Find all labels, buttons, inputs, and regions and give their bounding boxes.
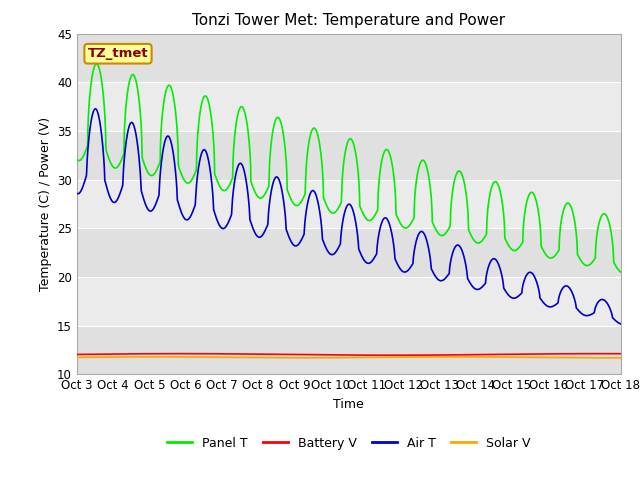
Line: Solar V: Solar V bbox=[77, 357, 621, 358]
Battery V bbox=[569, 351, 577, 357]
Solar V bbox=[617, 355, 625, 360]
Air T bbox=[376, 224, 384, 230]
Line: Panel T: Panel T bbox=[77, 64, 621, 272]
Legend: Panel T, Battery V, Air T, Solar V: Panel T, Battery V, Air T, Solar V bbox=[163, 432, 535, 455]
Solar V bbox=[449, 354, 457, 360]
Panel T bbox=[507, 246, 515, 252]
Air T bbox=[584, 312, 592, 318]
Panel T bbox=[584, 263, 592, 268]
Text: TZ_tmet: TZ_tmet bbox=[88, 47, 148, 60]
Bar bbox=[77, 228, 621, 277]
Panel T bbox=[225, 183, 232, 189]
Battery V bbox=[595, 351, 602, 357]
Solar V bbox=[508, 354, 515, 360]
Panel T bbox=[376, 166, 384, 172]
Solar V bbox=[73, 354, 81, 360]
Air T bbox=[365, 261, 372, 266]
Bar bbox=[77, 131, 621, 180]
Solar V bbox=[225, 355, 232, 360]
Panel T bbox=[73, 156, 81, 162]
Bar bbox=[77, 180, 621, 228]
Y-axis label: Temperature (C) / Power (V): Temperature (C) / Power (V) bbox=[38, 117, 51, 291]
Panel T bbox=[93, 61, 100, 67]
Solar V bbox=[376, 354, 384, 360]
Line: Battery V: Battery V bbox=[77, 354, 621, 355]
Air T bbox=[507, 294, 515, 300]
Battery V bbox=[365, 352, 372, 358]
Bar bbox=[77, 82, 621, 131]
Bar bbox=[77, 34, 621, 82]
Battery V bbox=[507, 351, 515, 357]
Bar bbox=[77, 326, 621, 374]
Battery V bbox=[376, 352, 384, 358]
Air T bbox=[92, 106, 99, 112]
Battery V bbox=[73, 351, 81, 357]
Air T bbox=[73, 191, 81, 196]
X-axis label: Time: Time bbox=[333, 398, 364, 411]
Title: Tonzi Tower Met: Temperature and Power: Tonzi Tower Met: Temperature and Power bbox=[192, 13, 506, 28]
Air T bbox=[617, 321, 625, 327]
Battery V bbox=[225, 351, 232, 357]
Bar bbox=[77, 277, 621, 326]
Panel T bbox=[617, 269, 625, 275]
Line: Air T: Air T bbox=[77, 109, 621, 324]
Panel T bbox=[569, 210, 577, 216]
Air T bbox=[225, 218, 232, 224]
Panel T bbox=[365, 217, 372, 223]
Solar V bbox=[365, 355, 372, 360]
Air T bbox=[569, 291, 577, 297]
Battery V bbox=[584, 351, 592, 357]
Solar V bbox=[570, 355, 577, 360]
Solar V bbox=[584, 355, 592, 360]
Battery V bbox=[386, 352, 394, 358]
Battery V bbox=[617, 351, 625, 357]
Solar V bbox=[299, 355, 307, 361]
